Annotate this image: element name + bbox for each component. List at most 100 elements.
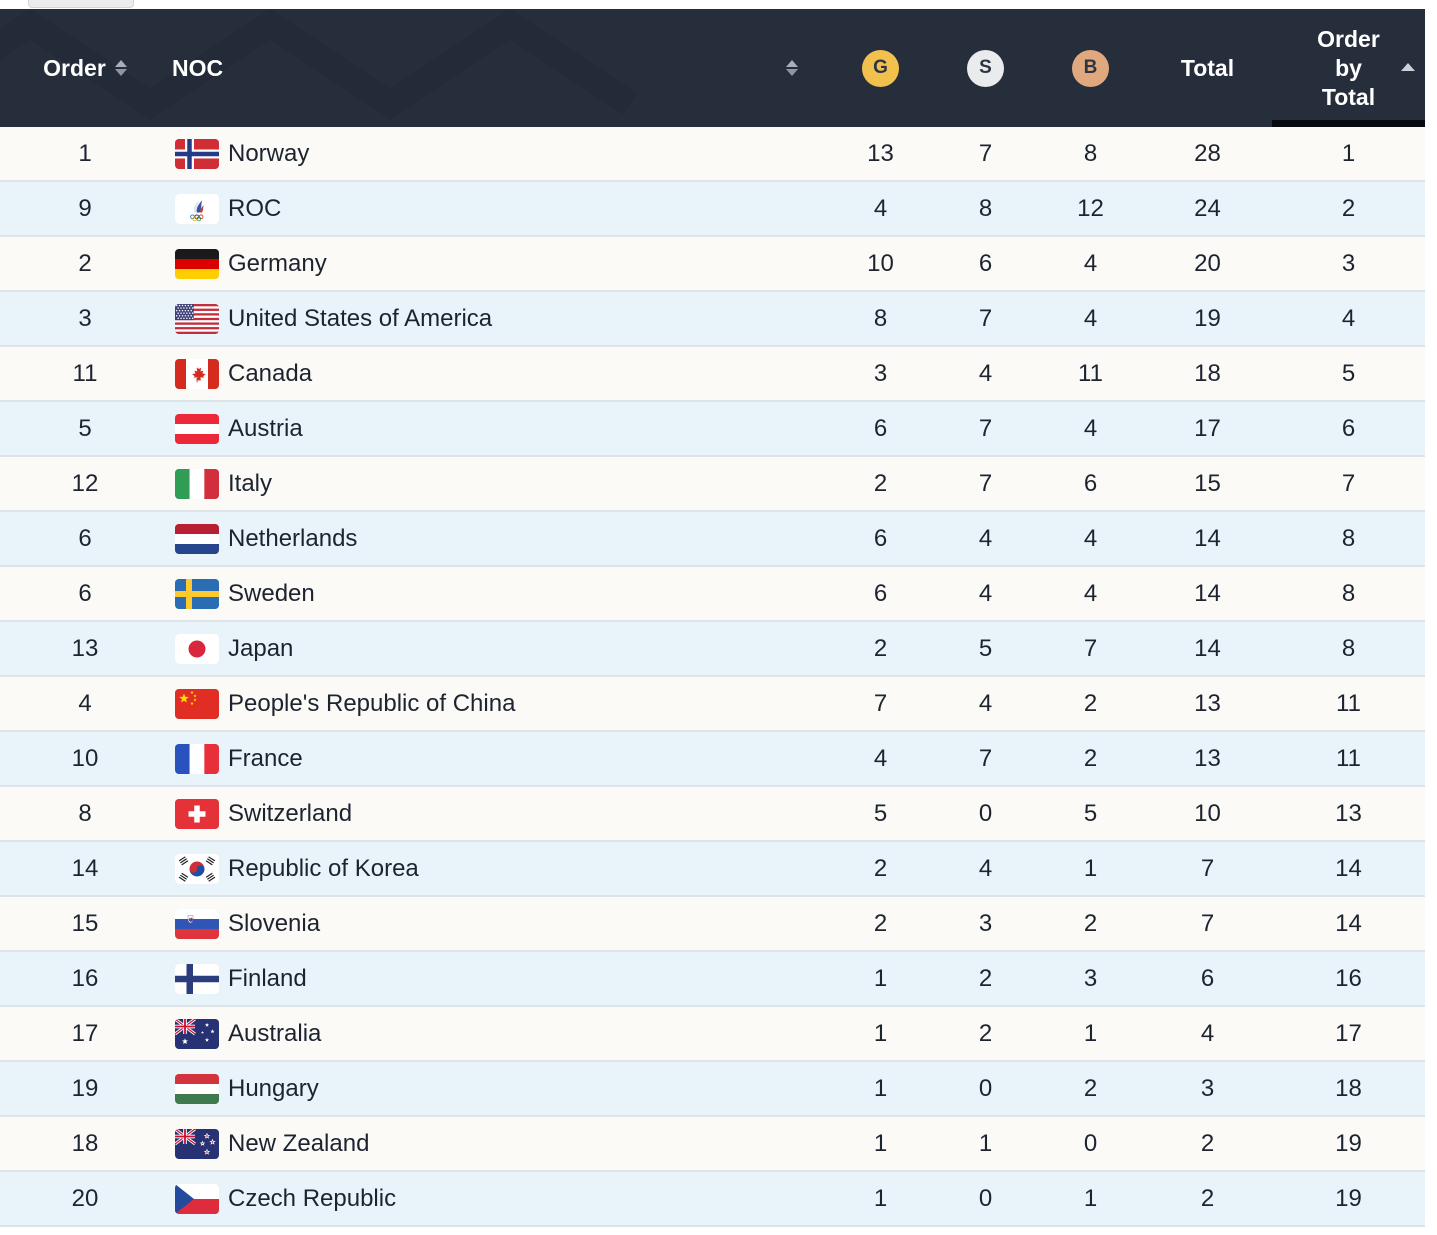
order-value: 19 bbox=[71, 1074, 99, 1102]
noc-cell[interactable]: Sweden bbox=[170, 567, 828, 620]
noc-cell[interactable]: Germany bbox=[170, 237, 828, 290]
noc-cell[interactable]: Italy bbox=[170, 457, 828, 510]
gold-count: 1 bbox=[873, 1074, 888, 1102]
order-by-total-value: 17 bbox=[1335, 1019, 1362, 1047]
flag-australia bbox=[175, 1018, 219, 1049]
flag-sweden bbox=[175, 578, 219, 609]
gold-count: 2 bbox=[873, 854, 888, 882]
flag-switzerland bbox=[175, 798, 219, 829]
order-by-total-value: 1 bbox=[1341, 139, 1356, 167]
silver-count: 7 bbox=[978, 744, 993, 772]
flag-korea bbox=[175, 853, 219, 884]
total-count: 28 bbox=[1194, 139, 1221, 167]
column-header-order[interactable]: Order bbox=[0, 9, 170, 127]
noc-cell[interactable]: Slovenia bbox=[170, 897, 828, 950]
gold-count: 1 bbox=[873, 1129, 888, 1157]
order-value: 15 bbox=[71, 909, 99, 937]
silver-count: 7 bbox=[978, 414, 993, 442]
bronze-count: 5 bbox=[1083, 799, 1098, 827]
flag-roc bbox=[175, 193, 219, 224]
table-row: 15 Slovenia 2 3 2 7 14 bbox=[0, 897, 1425, 952]
sort-updown-icon bbox=[786, 60, 798, 76]
noc-cell[interactable]: New Zealand bbox=[170, 1117, 828, 1170]
total-count: 7 bbox=[1200, 854, 1215, 882]
noc-cell[interactable]: Norway bbox=[170, 127, 828, 180]
column-header-bronze[interactable]: B bbox=[1038, 9, 1143, 127]
gold-count: 4 bbox=[873, 744, 888, 772]
total-column-label: Total bbox=[1180, 54, 1235, 81]
noc-cell[interactable]: People's Republic of China bbox=[170, 677, 828, 730]
order-value: 6 bbox=[78, 524, 92, 552]
total-count: 14 bbox=[1194, 634, 1221, 662]
silver-medal-icon: S bbox=[967, 49, 1004, 87]
table-row: 14 Republic of Korea 2 4 1 7 14 bbox=[0, 842, 1425, 897]
noc-cell[interactable]: Czech Republic bbox=[170, 1172, 828, 1225]
noc-cell[interactable]: Republic of Korea bbox=[170, 842, 828, 895]
bronze-count: 2 bbox=[1083, 1074, 1098, 1102]
noc-cell[interactable]: Hungary bbox=[170, 1062, 828, 1115]
noc-cell[interactable]: Australia bbox=[170, 1007, 828, 1060]
total-count: 6 bbox=[1200, 964, 1215, 992]
flag-italy bbox=[175, 468, 219, 499]
silver-count: 0 bbox=[978, 1074, 993, 1102]
country-name: Australia bbox=[228, 1019, 322, 1047]
bronze-count: 7 bbox=[1083, 634, 1098, 662]
country-name: Canada bbox=[228, 359, 313, 387]
order-value: 13 bbox=[71, 634, 99, 662]
noc-cell[interactable]: Switzerland bbox=[170, 787, 828, 840]
noc-cell[interactable]: Japan bbox=[170, 622, 828, 675]
gold-count: 4 bbox=[873, 194, 888, 222]
order-value: 5 bbox=[78, 414, 92, 442]
total-count: 17 bbox=[1194, 414, 1221, 442]
column-header-silver[interactable]: S bbox=[933, 9, 1038, 127]
silver-count: 7 bbox=[978, 469, 993, 497]
column-header-noc[interactable]: NOC bbox=[170, 9, 828, 127]
order-value: 20 bbox=[71, 1184, 99, 1212]
country-name: Republic of Korea bbox=[228, 854, 419, 882]
bronze-count: 1 bbox=[1083, 1184, 1098, 1212]
order-value: 1 bbox=[78, 139, 92, 167]
order-value: 10 bbox=[71, 744, 99, 772]
order-by-total-value: 6 bbox=[1341, 414, 1356, 442]
order-value: 17 bbox=[71, 1019, 99, 1047]
order-value: 6 bbox=[78, 579, 92, 607]
table-row: 20 Czech Republic 1 0 1 2 19 bbox=[0, 1172, 1425, 1227]
bronze-count: 12 bbox=[1077, 194, 1104, 222]
column-header-order-by-total[interactable]: Order by Total bbox=[1272, 9, 1425, 127]
flag-hungary bbox=[175, 1073, 219, 1104]
noc-cell[interactable]: ROC bbox=[170, 182, 828, 235]
country-name: ROC bbox=[228, 194, 282, 222]
country-name: People's Republic of China bbox=[228, 689, 516, 717]
total-count: 15 bbox=[1194, 469, 1221, 497]
noc-cell[interactable]: United States of America bbox=[170, 292, 828, 345]
noc-cell[interactable]: France bbox=[170, 732, 828, 785]
noc-cell[interactable]: Netherlands bbox=[170, 512, 828, 565]
noc-cell[interactable]: Finland bbox=[170, 952, 828, 1005]
flag-france bbox=[175, 743, 219, 774]
order-value: 4 bbox=[78, 689, 92, 717]
order-by-total-value: 5 bbox=[1341, 359, 1356, 387]
flag-usa bbox=[175, 303, 219, 334]
table-row: 8 Switzerland 5 0 5 10 13 bbox=[0, 787, 1425, 842]
table-header: Order NOC G S B Total Order by Total bbox=[0, 9, 1425, 127]
country-name: Finland bbox=[228, 964, 307, 992]
noc-cell[interactable]: Austria bbox=[170, 402, 828, 455]
country-name: Norway bbox=[228, 139, 310, 167]
bronze-count: 11 bbox=[1078, 359, 1103, 387]
country-name: Sweden bbox=[228, 579, 315, 607]
noc-cell[interactable]: Canada bbox=[170, 347, 828, 400]
country-name: United States of America bbox=[228, 304, 493, 332]
silver-count: 2 bbox=[978, 964, 993, 992]
gold-count: 2 bbox=[873, 634, 888, 662]
bronze-count: 4 bbox=[1083, 414, 1098, 442]
bronze-count: 4 bbox=[1083, 579, 1098, 607]
silver-count: 4 bbox=[978, 579, 993, 607]
order-by-total-value: 11 bbox=[1336, 689, 1361, 717]
column-header-gold[interactable]: G bbox=[828, 9, 933, 127]
column-header-total[interactable]: Total bbox=[1143, 9, 1272, 127]
total-count: 10 bbox=[1194, 799, 1221, 827]
bronze-count: 1 bbox=[1083, 1019, 1098, 1047]
bronze-count: 2 bbox=[1083, 689, 1098, 717]
flag-netherlands bbox=[175, 523, 219, 554]
noc-column-label: NOC bbox=[172, 54, 224, 81]
